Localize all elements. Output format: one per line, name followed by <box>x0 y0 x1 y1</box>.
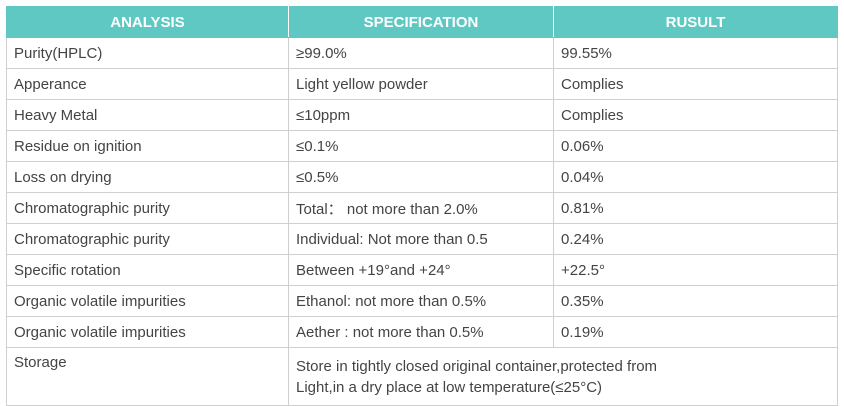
table-row: Apperance Light yellow powder Complies <box>6 68 838 100</box>
table-row: Loss on drying ≤0.5% 0.04% <box>6 161 838 193</box>
header-result: RUSULT <box>553 6 838 38</box>
header-analysis: ANALYSIS <box>6 6 289 38</box>
table-row: Organic volatile impurities Aether : not… <box>6 316 838 348</box>
cell-result: 99.55% <box>553 37 838 69</box>
cell-analysis: Chromatographic purity <box>6 192 289 224</box>
cell-specification: ≥99.0% <box>288 37 554 69</box>
cell-result: 0.06% <box>553 130 838 162</box>
cell-specification: ≤0.1% <box>288 130 554 162</box>
cell-specification: Individual: Not more than 0.5 <box>288 223 554 255</box>
table-row: Specific rotation Between +19°and +24° +… <box>6 254 838 286</box>
cell-analysis: Organic volatile impurities <box>6 316 289 348</box>
cell-analysis: Heavy Metal <box>6 99 289 131</box>
header-row: ANALYSIS SPECIFICATION RUSULT <box>6 6 838 38</box>
analysis-table-container: ANALYSIS SPECIFICATION RUSULT Purity(HPL… <box>6 6 838 406</box>
cell-specification: Aether : not more than 0.5% <box>288 316 554 348</box>
cell-analysis: Loss on drying <box>6 161 289 193</box>
cell-analysis: Purity(HPLC) <box>6 37 289 69</box>
cell-storage-label: Storage <box>6 347 289 406</box>
table-row: Purity(HPLC) ≥99.0% 99.55% <box>6 37 838 69</box>
cell-specification: ≤0.5% <box>288 161 554 193</box>
cell-analysis: Apperance <box>6 68 289 100</box>
cell-specification: Ethanol: not more than 0.5% <box>288 285 554 317</box>
cell-specification: Light yellow powder <box>288 68 554 100</box>
storage-row: Storage Store in tightly closed original… <box>6 347 838 406</box>
cell-specification: Total： not more than 2.0% <box>288 192 554 224</box>
cell-result: 0.19% <box>553 316 838 348</box>
cell-analysis: Residue on ignition <box>6 130 289 162</box>
table-row: Residue on ignition ≤0.1% 0.06% <box>6 130 838 162</box>
table-row: Heavy Metal ≤10ppm Complies <box>6 99 838 131</box>
table-row: Chromatographic purity Total： not more t… <box>6 192 838 224</box>
cell-specification: Between +19°and +24° <box>288 254 554 286</box>
cell-result: 0.81% <box>553 192 838 224</box>
storage-spec-line-2: Light,in a dry place at low temperature(… <box>296 378 603 396</box>
header-specification: SPECIFICATION <box>288 6 554 38</box>
cell-result: Complies <box>553 99 838 131</box>
table-row: Organic volatile impurities Ethanol: not… <box>6 285 838 317</box>
analysis-table: ANALYSIS SPECIFICATION RUSULT Purity(HPL… <box>6 6 838 406</box>
cell-result: +22.5° <box>553 254 838 286</box>
cell-analysis: Chromatographic purity <box>6 223 289 255</box>
cell-storage-specification: Store in tightly closed original contain… <box>288 347 838 406</box>
cell-specification: ≤10ppm <box>288 99 554 131</box>
cell-result: Complies <box>553 68 838 100</box>
cell-analysis: Organic volatile impurities <box>6 285 289 317</box>
table-row: Chromatographic purity Individual: Not m… <box>6 223 838 255</box>
cell-result: 0.04% <box>553 161 838 193</box>
cell-result: 0.24% <box>553 223 838 255</box>
storage-spec-line-1: Store in tightly closed original contain… <box>296 357 658 375</box>
cell-analysis: Specific rotation <box>6 254 289 286</box>
cell-result: 0.35% <box>553 285 838 317</box>
